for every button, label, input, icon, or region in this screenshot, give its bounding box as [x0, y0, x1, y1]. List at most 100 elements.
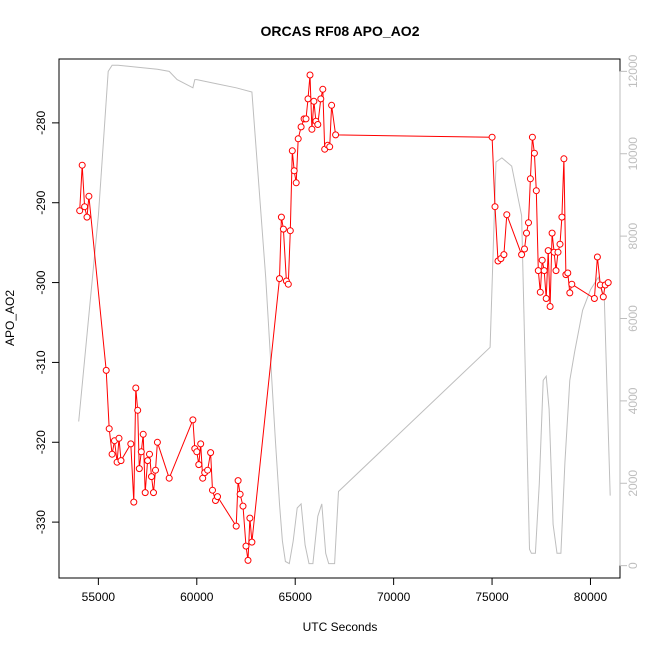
data-point	[599, 293, 607, 301]
data-point	[239, 502, 247, 510]
data-point	[78, 161, 86, 169]
chart-title: ORCAS RF08 APO_AO2	[261, 23, 420, 39]
data-point	[204, 466, 212, 474]
data-point	[532, 187, 540, 195]
x-axis-label: UTC Seconds	[303, 620, 378, 634]
secondary-series-layer	[78, 64, 611, 565]
data-point	[590, 295, 598, 302]
data-point	[540, 267, 548, 275]
data-point	[560, 155, 568, 163]
data-point	[209, 486, 216, 494]
data-point	[236, 490, 244, 498]
data-point	[491, 203, 499, 211]
data-point	[326, 143, 334, 151]
data-point	[214, 493, 221, 501]
data-point	[150, 489, 157, 497]
data-point	[534, 267, 542, 275]
data-point	[552, 267, 560, 275]
data-point	[500, 251, 508, 259]
data-point	[197, 440, 205, 448]
y-tick-label: -300	[34, 270, 48, 294]
data-point	[83, 213, 91, 221]
data-point	[568, 280, 576, 288]
data-point	[246, 514, 254, 522]
data-point	[528, 133, 536, 141]
data-point	[566, 289, 574, 297]
x-tick-label: 60000	[180, 590, 214, 604]
data-point	[302, 115, 310, 123]
data-point	[102, 366, 110, 374]
y-tick-label: -310	[34, 350, 48, 374]
data-point	[546, 303, 554, 310]
data-point	[523, 229, 530, 237]
data-point	[127, 440, 135, 448]
data-point	[294, 135, 302, 143]
x-tick-label: 55000	[82, 590, 116, 604]
data-point	[234, 477, 242, 485]
data-point	[232, 522, 240, 530]
data-point	[115, 434, 123, 442]
data-point	[117, 457, 125, 465]
data-point	[152, 466, 159, 474]
data-point	[593, 253, 601, 261]
data-point	[148, 473, 155, 481]
data-point	[135, 465, 143, 473]
data-point	[554, 248, 562, 256]
data-point	[76, 207, 84, 215]
data-point	[526, 175, 534, 183]
data-point	[85, 192, 93, 200]
data-point	[548, 229, 556, 237]
data-point	[242, 542, 250, 550]
data-point	[146, 450, 153, 458]
data-point	[130, 498, 138, 506]
y-tick-label: -320	[34, 430, 48, 454]
y-tick-label: -330	[34, 510, 48, 534]
data-point	[604, 279, 612, 287]
data-point	[279, 225, 287, 233]
data-point	[558, 213, 566, 221]
data-point	[141, 489, 149, 497]
x-tick-label: 65000	[279, 590, 313, 604]
data-point	[525, 219, 532, 227]
y-axis-label: APO_AO2	[3, 290, 17, 346]
data-point	[189, 416, 197, 424]
data-point	[530, 149, 538, 157]
data-point	[503, 211, 511, 219]
secondary-y-tick-label: 12000	[626, 54, 640, 88]
primary-series-layer	[76, 71, 612, 564]
data-point	[195, 461, 203, 469]
data-point	[105, 425, 113, 433]
data-point	[288, 147, 296, 155]
data-point	[297, 123, 305, 131]
x-tick-label: 75000	[475, 590, 509, 604]
data-point	[137, 448, 145, 456]
secondary-y-tick-label: 0	[626, 562, 640, 569]
data-point	[244, 556, 252, 564]
data-point	[207, 449, 215, 457]
data-point	[290, 167, 298, 175]
data-point	[292, 179, 300, 187]
y-tick-label: -280	[34, 111, 48, 135]
data-point	[144, 457, 152, 465]
data-point	[108, 450, 116, 458]
data-point	[544, 247, 552, 255]
data-point	[304, 95, 312, 103]
data-point	[153, 438, 161, 446]
data-point	[165, 474, 173, 482]
y-tick-label: -290	[34, 190, 48, 214]
data-point	[488, 133, 496, 141]
data-point	[328, 101, 336, 109]
data-point	[308, 125, 316, 133]
data-point	[248, 538, 256, 546]
data-point	[306, 71, 314, 79]
data-point	[81, 203, 89, 211]
data-point	[564, 269, 572, 277]
data-point	[134, 406, 142, 414]
data-point	[193, 448, 201, 456]
data-point	[319, 85, 327, 93]
data-point	[277, 213, 285, 221]
secondary-y-tick-label: 10000	[626, 137, 640, 171]
